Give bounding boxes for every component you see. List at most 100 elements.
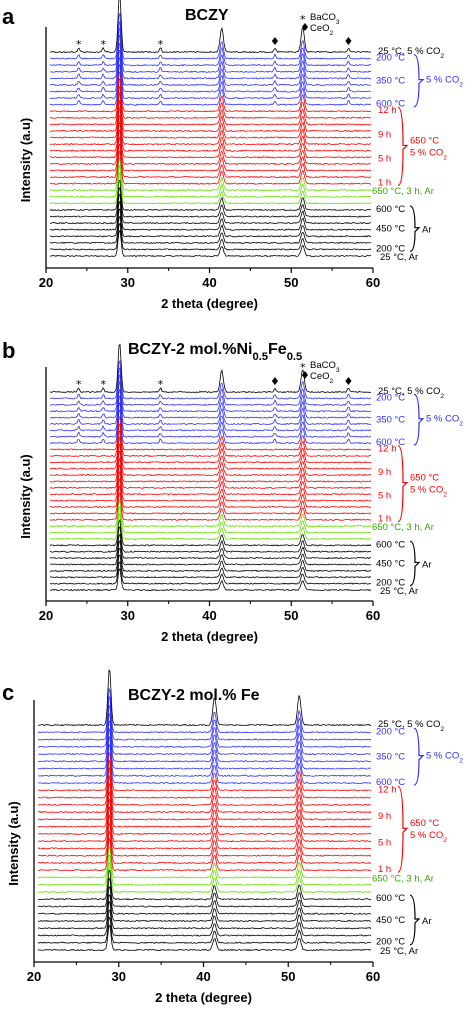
bracket-blue <box>413 53 425 108</box>
xrd-trace <box>49 42 372 87</box>
xrd-trace <box>49 12 371 60</box>
xrd-trace <box>50 164 372 198</box>
xrd-trace <box>49 443 372 477</box>
xrd-trace <box>49 98 372 139</box>
annotation-red: 1 h <box>378 514 391 525</box>
bracket-red <box>397 444 409 523</box>
annotation-green: 650 °C, 3 h, Ar <box>372 186 434 197</box>
bracket-black <box>409 540 421 587</box>
xrd-trace <box>37 862 372 894</box>
annotation-blue: 600 °C <box>376 99 405 110</box>
panel-title: BCZY-2 mol.%Ni0.5Fe0.5 <box>128 341 302 363</box>
panel-title: BCZY <box>185 7 229 24</box>
xrd-trace <box>49 499 372 528</box>
xrd-trace <box>49 464 372 496</box>
xrd-trace <box>49 193 372 225</box>
annotation-blue: 350 °C <box>376 752 405 763</box>
xrd-trace <box>49 129 372 166</box>
xrd-trace <box>50 33 372 80</box>
annotation-bottom: 25 °C, Ar <box>380 586 418 597</box>
x-axis-label: 2 theta (degree) <box>161 296 258 311</box>
x-axis-label: 2 theta (degree) <box>155 990 252 1005</box>
xrd-trace <box>49 120 372 159</box>
annotation-red-label: 650 °C <box>410 135 439 146</box>
annotation-red: 12 h <box>378 784 397 795</box>
xrd-trace <box>49 430 372 464</box>
xrd-trace <box>37 814 372 850</box>
x-tick-label: 40 <box>196 969 210 984</box>
xrd-trace <box>49 136 372 172</box>
xrd-traces <box>37 669 372 952</box>
xrd-trace <box>49 435 372 470</box>
legend-symbol: * <box>300 361 306 374</box>
xrd-trace <box>49 513 372 541</box>
annotation-black-label: Ar <box>422 225 432 236</box>
annotation-red: 1 h <box>378 178 391 189</box>
xrd-trace <box>50 156 372 192</box>
xrd-trace <box>49 457 372 489</box>
xrd-trace <box>49 171 372 205</box>
bracket-red <box>397 785 409 873</box>
xrd-trace <box>49 540 372 566</box>
xrd-trace <box>49 62 372 106</box>
annotation-red-label: 650 °C <box>410 818 439 829</box>
xrd-trace <box>37 900 372 930</box>
xrd-trace <box>49 20 372 67</box>
xrd-trace <box>49 450 372 483</box>
xrd-trace <box>49 149 372 185</box>
xrd-trace <box>49 215 372 244</box>
bracket-blue <box>413 393 425 446</box>
xrd-trace <box>49 379 372 419</box>
annotation-black-label: Ar <box>422 559 432 570</box>
annotation-bottom: 25 °C, Ar <box>380 252 418 263</box>
xrd-trace <box>37 798 372 835</box>
annotation-blue: 600 °C <box>376 777 405 788</box>
x-tick-label: 20 <box>39 608 53 623</box>
xrd-trace <box>49 77 372 120</box>
xrd-trace <box>49 27 371 73</box>
annotation-green: 650 °C, 3 h, Ar <box>372 873 434 884</box>
xrd-trace <box>49 49 372 93</box>
annotation-red-label-2: 5 % CO2 <box>410 485 447 499</box>
xrd-trace <box>49 561 372 585</box>
xrd-trace <box>49 554 372 579</box>
panel-letter: a <box>2 4 15 29</box>
annotation-blue-label: 5 % CO2 <box>426 414 463 428</box>
xrd-trace <box>49 143 372 179</box>
panel-letter: b <box>2 338 15 363</box>
annotation-red: 5 h <box>378 490 391 501</box>
annotation-red: 9 h <box>378 811 391 822</box>
annotation-blue-label: 5 % CO2 <box>426 75 463 89</box>
impurity-marker: * <box>158 378 164 391</box>
xrd-trace <box>49 208 372 238</box>
xrd-trace <box>49 395 372 432</box>
annotation-black: 600 °C <box>376 893 405 904</box>
xrd-trace <box>37 687 372 734</box>
annotation-top: 25 °C, 5 % CO2 <box>378 386 444 400</box>
xrd-trace <box>49 229 372 258</box>
xrd-trace <box>49 367 372 407</box>
legend-symbol: ♦ <box>300 21 310 34</box>
impurity-marker: * <box>76 38 82 51</box>
x-tick-label: 50 <box>284 608 298 623</box>
annotation-blue: 200 °C <box>376 726 405 737</box>
xrd-trace <box>50 106 371 146</box>
x-tick-label: 60 <box>366 275 380 290</box>
xrd-trace <box>38 759 372 799</box>
legend-label: CeO2 <box>310 371 334 385</box>
x-axis-label: 2 theta (degree) <box>161 629 258 644</box>
impurity-marker: * <box>158 38 164 51</box>
xrd-trace <box>49 186 371 218</box>
xrd-trace <box>37 821 372 857</box>
x-tick-label: 40 <box>202 608 216 623</box>
impurity-marker: ♦ <box>270 35 280 48</box>
xrd-trace <box>49 343 371 394</box>
xrd-trace <box>37 846 372 879</box>
annotation-red: 5 h <box>378 838 391 849</box>
legend-label: CeO2 <box>310 23 334 37</box>
x-tick-label: 20 <box>27 969 41 984</box>
xrd-trace <box>37 669 372 727</box>
panel-letter: c <box>2 680 14 705</box>
